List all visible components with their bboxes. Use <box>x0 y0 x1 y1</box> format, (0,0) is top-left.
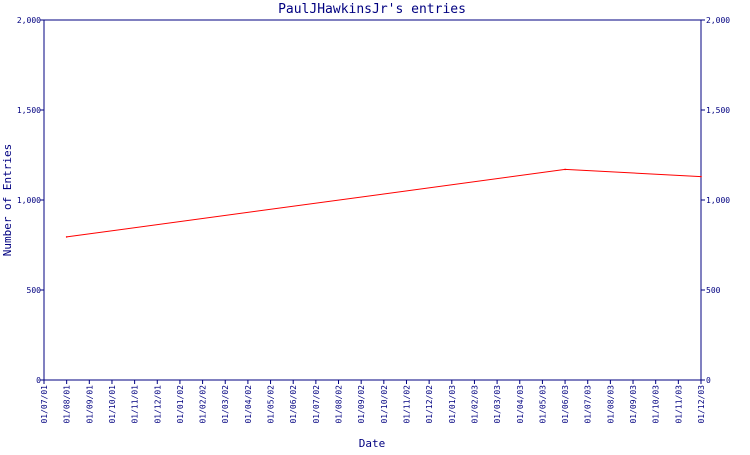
x-tick-label: 01/10/03 <box>652 385 661 424</box>
x-tick-label: 01/02/03 <box>470 385 479 424</box>
x-tick-label: 01/10/01 <box>108 385 117 424</box>
x-tick-label: 01/07/03 <box>584 385 593 424</box>
x-tick-label: 01/05/03 <box>538 385 547 424</box>
x-tick-label: 01/08/01 <box>63 385 72 424</box>
x-tick-label: 01/05/02 <box>267 385 276 424</box>
y-tick-label-right: 500 <box>706 286 721 295</box>
x-tick-label: 01/08/03 <box>606 385 615 424</box>
x-axis-title: Date <box>359 437 386 450</box>
x-tick-label: 01/04/02 <box>244 385 253 424</box>
y-tick-label-left: 2,000 <box>17 16 41 25</box>
y-axis-title: Number of Entries <box>1 144 14 257</box>
x-tick-label: 01/08/02 <box>335 385 344 424</box>
x-tick-label: 01/03/02 <box>221 385 230 424</box>
data-point <box>700 175 702 178</box>
x-tick-label: 01/06/02 <box>289 385 298 424</box>
x-tick-label: 01/11/03 <box>674 385 683 424</box>
y-tick-label-right: 1,000 <box>706 196 730 205</box>
x-tick-label: 01/01/02 <box>176 385 185 424</box>
y-tick-label-right: 0 <box>706 376 711 385</box>
x-tick-label: 01/11/01 <box>131 385 140 424</box>
y-tick-label-left: 500 <box>27 286 42 295</box>
entries-series-line <box>66 168 702 238</box>
plot-layer: 0 0 500 500 1,000 1,000 1,500 1,500 2,000 2,000 01… <box>17 16 730 424</box>
chart-title: PaulJHawkinsJr's entries <box>278 2 466 17</box>
x-tick-label: 01/12/01 <box>153 385 162 424</box>
x-tick-label: 01/09/02 <box>357 385 366 424</box>
x-tick-label: 01/12/03 <box>697 385 706 424</box>
x-tick-label: 01/07/01 <box>40 385 49 424</box>
y-tick-label-left: 1,000 <box>17 196 41 205</box>
x-tick-label: 01/07/02 <box>312 385 321 424</box>
x-tick-label: 01/03/03 <box>493 385 502 424</box>
x-tick-label: 01/11/02 <box>402 385 411 424</box>
x-tick-label: 01/09/01 <box>85 385 94 424</box>
x-tick-label: 01/09/03 <box>629 385 638 424</box>
x-tick-label: 01/12/02 <box>425 385 434 424</box>
y-tick-label-right: 2,000 <box>706 16 730 25</box>
x-tick-label: 01/10/02 <box>380 385 389 424</box>
x-tick-label: 01/04/03 <box>516 385 525 424</box>
y-tick-label-right: 1,500 <box>706 106 730 115</box>
x-tick-label: 01/01/03 <box>448 385 457 424</box>
data-point <box>564 168 566 171</box>
y-tick-label-left: 0 <box>36 376 41 385</box>
x-tick-label: 01/06/03 <box>561 385 570 424</box>
x-tick-label: 01/02/02 <box>199 385 208 424</box>
y-tick-label-left: 1,500 <box>17 106 41 115</box>
data-point <box>65 236 68 238</box>
